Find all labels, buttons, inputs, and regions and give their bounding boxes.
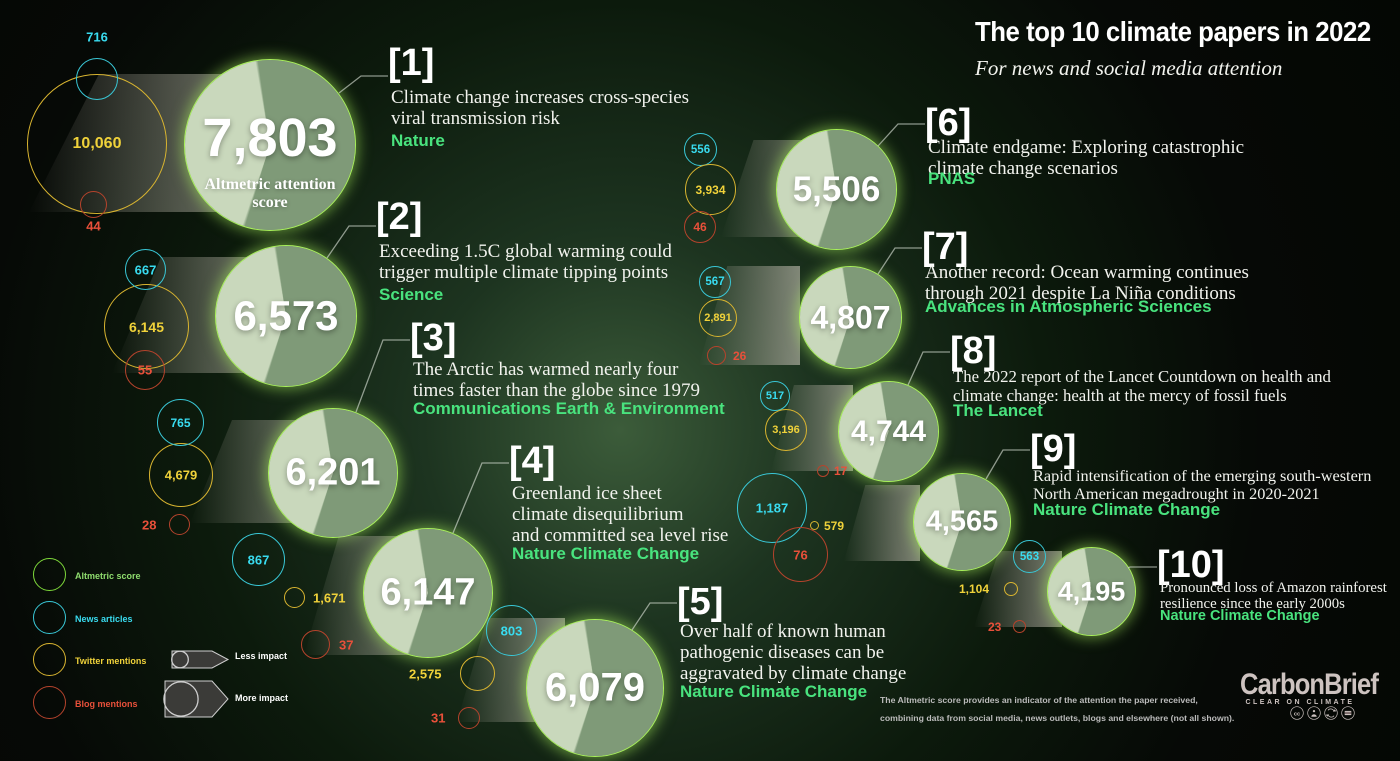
svg-text:cc: cc (1294, 711, 1300, 717)
